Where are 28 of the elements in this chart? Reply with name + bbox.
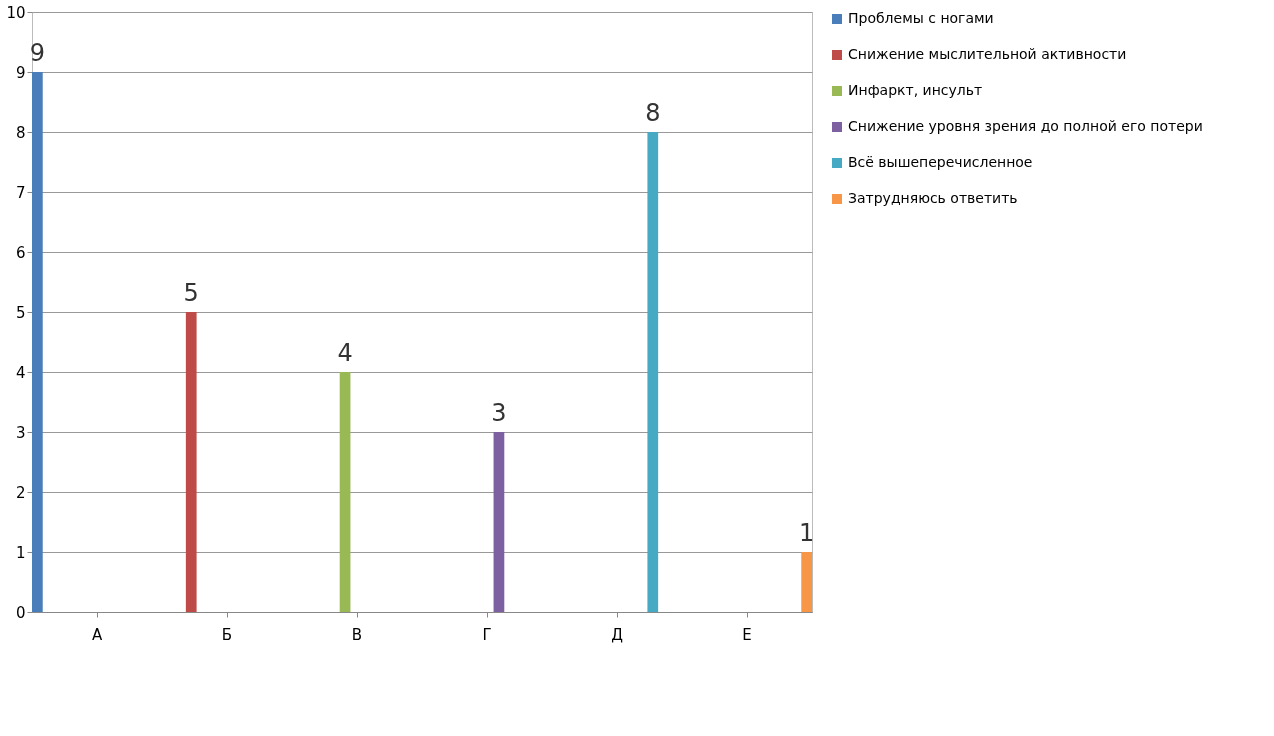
data-label: 3 — [491, 399, 507, 427]
y-tick-label: 9 — [15, 63, 26, 82]
legend-label: Снижение уровня зрения до полной его потери — [848, 118, 1203, 134]
y-tick-label: 2 — [15, 483, 26, 502]
y-tick-label: 0 — [15, 603, 26, 622]
x-tick-label: Е — [742, 625, 752, 644]
data-label: 4 — [337, 339, 353, 367]
legend-label: Всё вышеперечисленное — [848, 154, 1033, 170]
y-tick-label: 8 — [15, 123, 26, 142]
data-label: 5 — [183, 279, 199, 307]
legend-label: Затрудняюсь ответить — [848, 190, 1018, 206]
y-tick-label: 6 — [15, 243, 26, 262]
x-tick-label: А — [91, 625, 103, 644]
y-tick-label: 5 — [15, 303, 26, 322]
y-tick-label: 1 — [15, 543, 26, 562]
data-label: 8 — [645, 99, 661, 127]
y-tick-label: 7 — [15, 183, 26, 202]
x-tick-label: Г — [482, 625, 492, 644]
y-tick-label: 4 — [15, 363, 26, 382]
x-tick-label: В — [351, 625, 363, 644]
y-tick-label: 3 — [15, 423, 26, 442]
data-label: 1 — [798, 519, 815, 547]
legend-label: Проблемы с ногами — [848, 10, 994, 26]
legend-label: Снижение мыслительной активности — [848, 46, 1127, 62]
x-tick-label: Д — [611, 625, 623, 644]
x-tick-label: Б — [221, 625, 233, 644]
legend-label: Инфаркт, инсульт — [848, 82, 983, 98]
y-tick-label: 10 — [6, 3, 26, 22]
